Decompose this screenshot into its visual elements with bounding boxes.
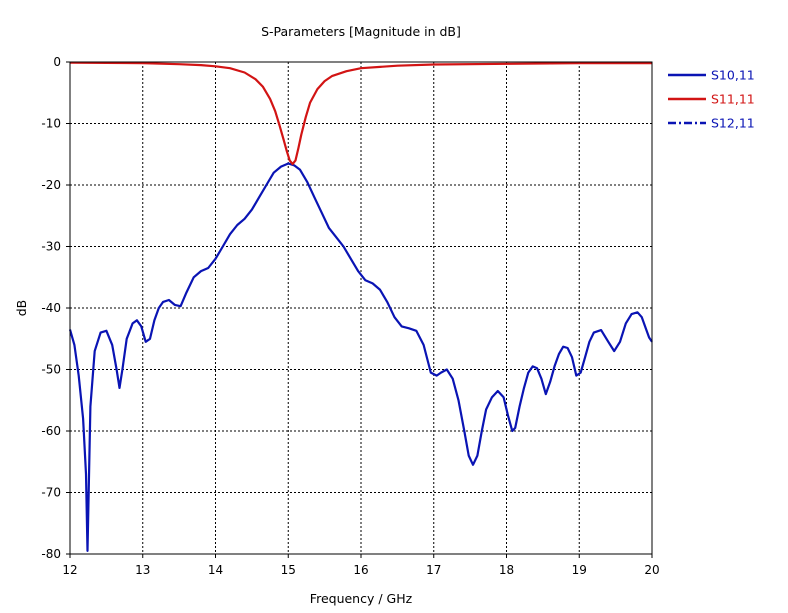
legend-label: S11,11 [711, 92, 755, 107]
x-tick-label: 20 [644, 563, 659, 577]
x-tick-label: 12 [62, 563, 77, 577]
x-tick-label: 15 [281, 563, 296, 577]
x-tick-label: 18 [499, 563, 514, 577]
x-tick-label: 16 [353, 563, 368, 577]
y-axis-label: dB [14, 300, 29, 317]
series-line-1 [69, 61, 652, 166]
y-tick-label: -30 [41, 240, 61, 254]
legend-label: S10,11 [711, 68, 755, 83]
y-tick-label: -20 [41, 178, 61, 192]
x-tick-label: 13 [135, 563, 150, 577]
y-tick-label: -50 [41, 363, 61, 377]
y-tick-label: -10 [41, 117, 61, 131]
y-axis-ticks: 0 -10 -20 -30 -40 -50 -60 -70 -80 [41, 55, 70, 561]
x-axis-label: Frequency / GHz [310, 591, 413, 606]
x-tick-label: 14 [208, 563, 223, 577]
legend: S10,11 S11,11 S12,11 [668, 68, 755, 131]
series-line-0 [68, 162, 653, 552]
y-tick-label: -40 [41, 301, 61, 315]
x-axis-ticks: 12 13 14 15 16 17 18 19 20 [62, 554, 660, 577]
y-tick-label: -80 [41, 547, 61, 561]
plot-lines [68, 61, 653, 552]
y-tick-label: -60 [41, 424, 61, 438]
y-tick-label: -70 [41, 486, 61, 500]
x-tick-label: 17 [426, 563, 441, 577]
chart-title: S-Parameters [Magnitude in dB] [261, 24, 461, 39]
y-tick-label: 0 [53, 55, 61, 69]
x-tick-label: 19 [572, 563, 587, 577]
legend-label: S12,11 [711, 116, 755, 131]
grid [70, 62, 652, 554]
